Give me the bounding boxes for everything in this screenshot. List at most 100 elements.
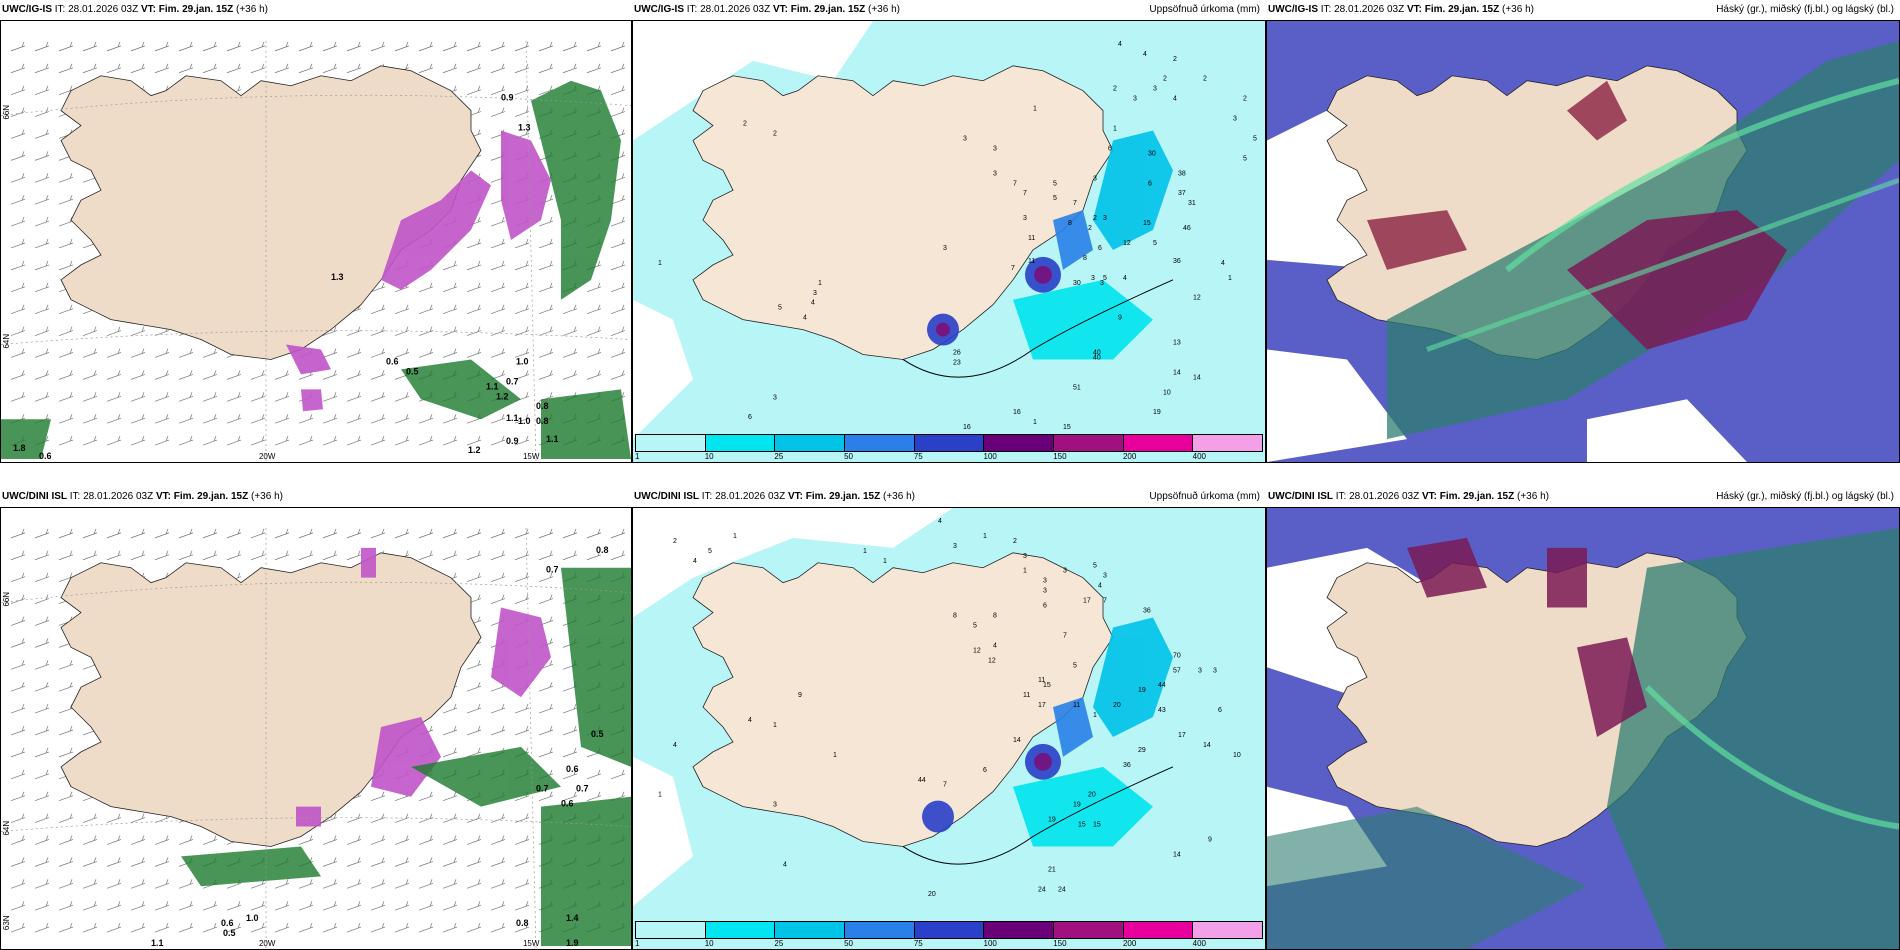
wind-barb [130, 550, 146, 561]
wind-barb [58, 41, 74, 52]
wind-barb [394, 901, 410, 911]
svg-text:1: 1 [1113, 126, 1117, 133]
svg-text:4: 4 [1221, 260, 1225, 267]
wind-barb [82, 901, 98, 911]
wind-barb [370, 857, 386, 867]
svg-text:31: 31 [1188, 200, 1196, 207]
colorbar-tick: 1 [635, 452, 640, 461]
vt-label: VT: [155, 491, 171, 502]
svg-text:0.5: 0.5 [591, 729, 604, 739]
wind-barb [610, 216, 626, 227]
wind-barb [10, 260, 26, 271]
field-title: Háský (gr.), miðský (fj.bl.) og lágský (… [1716, 4, 1894, 15]
wind-barb [250, 370, 266, 380]
wind-barb [250, 41, 266, 52]
svg-text:11: 11 [1028, 258, 1035, 265]
wind-barb [586, 769, 602, 780]
wind-barb [226, 550, 242, 561]
wind-barb [346, 901, 362, 911]
svg-text:1: 1 [733, 533, 737, 540]
init-time: 28.01.2026 03Z [1334, 4, 1405, 15]
svg-text:3: 3 [773, 802, 777, 809]
wind-barb [226, 435, 242, 446]
wind-barb [298, 528, 314, 539]
svg-text:70: 70 [1173, 652, 1181, 659]
wind-barb [442, 703, 458, 714]
wind-barb [610, 85, 626, 95]
svg-text:2: 2 [1173, 56, 1177, 63]
svg-text:20: 20 [1088, 792, 1096, 799]
svg-text:17: 17 [1083, 598, 1091, 605]
svg-text:5: 5 [1103, 275, 1107, 282]
wind-barb [34, 260, 50, 271]
svg-text:29: 29 [1138, 747, 1146, 754]
svg-text:0.8: 0.8 [536, 416, 549, 426]
wind-barb [418, 901, 434, 911]
wind-barb [442, 528, 458, 539]
svg-text:3: 3 [1103, 573, 1107, 580]
wind-barb [130, 879, 146, 889]
wind-barb [610, 370, 626, 380]
wind-barb [34, 813, 50, 823]
wind-barb [10, 85, 26, 95]
wind-barb [250, 435, 266, 446]
lead-time: (+36 h) [1517, 491, 1549, 502]
svg-text:1: 1 [658, 260, 662, 267]
wind-barb [58, 370, 74, 380]
svg-text:4: 4 [1118, 41, 1122, 48]
wind-barb [106, 41, 122, 52]
lon-label-15w: 15W [523, 939, 540, 948]
lat-label-64: 64N [2, 334, 11, 349]
wind-barb [322, 879, 338, 889]
wind-barb [322, 835, 338, 845]
wind-barb [514, 725, 530, 736]
wind-barb [82, 813, 98, 823]
wind-barb [490, 835, 506, 845]
svg-text:3: 3 [1133, 96, 1137, 103]
svg-text:3: 3 [1091, 275, 1095, 282]
lat-label-63: 63N [2, 915, 11, 930]
wind-barb [610, 348, 626, 358]
wind-barb [394, 304, 410, 315]
wind-barb [442, 835, 458, 845]
wind-barb [442, 747, 458, 758]
wind-barb [442, 63, 458, 74]
wind-barb [10, 326, 26, 336]
svg-text:11: 11 [1038, 677, 1045, 684]
wind-barb [322, 326, 338, 336]
wind-barb [514, 594, 530, 604]
wind-barb [562, 791, 578, 802]
wind-barb [34, 85, 50, 95]
svg-text:3: 3 [1043, 588, 1047, 595]
wind-barb [154, 348, 170, 358]
wind-barb [178, 528, 194, 539]
wind-barb [226, 414, 242, 424]
svg-text:0.6: 0.6 [221, 918, 234, 928]
wind-barb [34, 238, 50, 249]
wind-barb [274, 901, 290, 911]
svg-text:15: 15 [1043, 682, 1051, 689]
wind-barb [58, 703, 74, 714]
wind-barb [370, 922, 386, 933]
wind-barb [442, 260, 458, 271]
colorbar: 1 10 25 50 75 100 150 200 400 [635, 434, 1263, 461]
svg-text:4: 4 [693, 558, 697, 565]
wind-barb [10, 835, 26, 845]
wind-barb [322, 370, 338, 380]
svg-text:40: 40 [1093, 354, 1101, 361]
wind-barb [58, 550, 74, 561]
wind-barb [466, 879, 482, 889]
wind-barb [58, 791, 74, 802]
valid-time: Fim. 29.jan. 15Z [1439, 491, 1515, 502]
wind-barb [130, 414, 146, 424]
vt-label: VT: [140, 4, 156, 15]
svg-text:4: 4 [748, 717, 752, 724]
wind-barb [394, 857, 410, 867]
wind-barb [466, 85, 482, 95]
svg-text:44: 44 [918, 777, 926, 784]
svg-text:3: 3 [1043, 578, 1047, 585]
wind-barb [370, 813, 386, 823]
lead-time: (+36 h) [236, 4, 268, 15]
svg-text:1.8: 1.8 [13, 443, 26, 453]
panel-bottom-right: UWC/DINI ISL IT: 28.01.2026 03Z VT: Fim.… [1266, 487, 1900, 950]
